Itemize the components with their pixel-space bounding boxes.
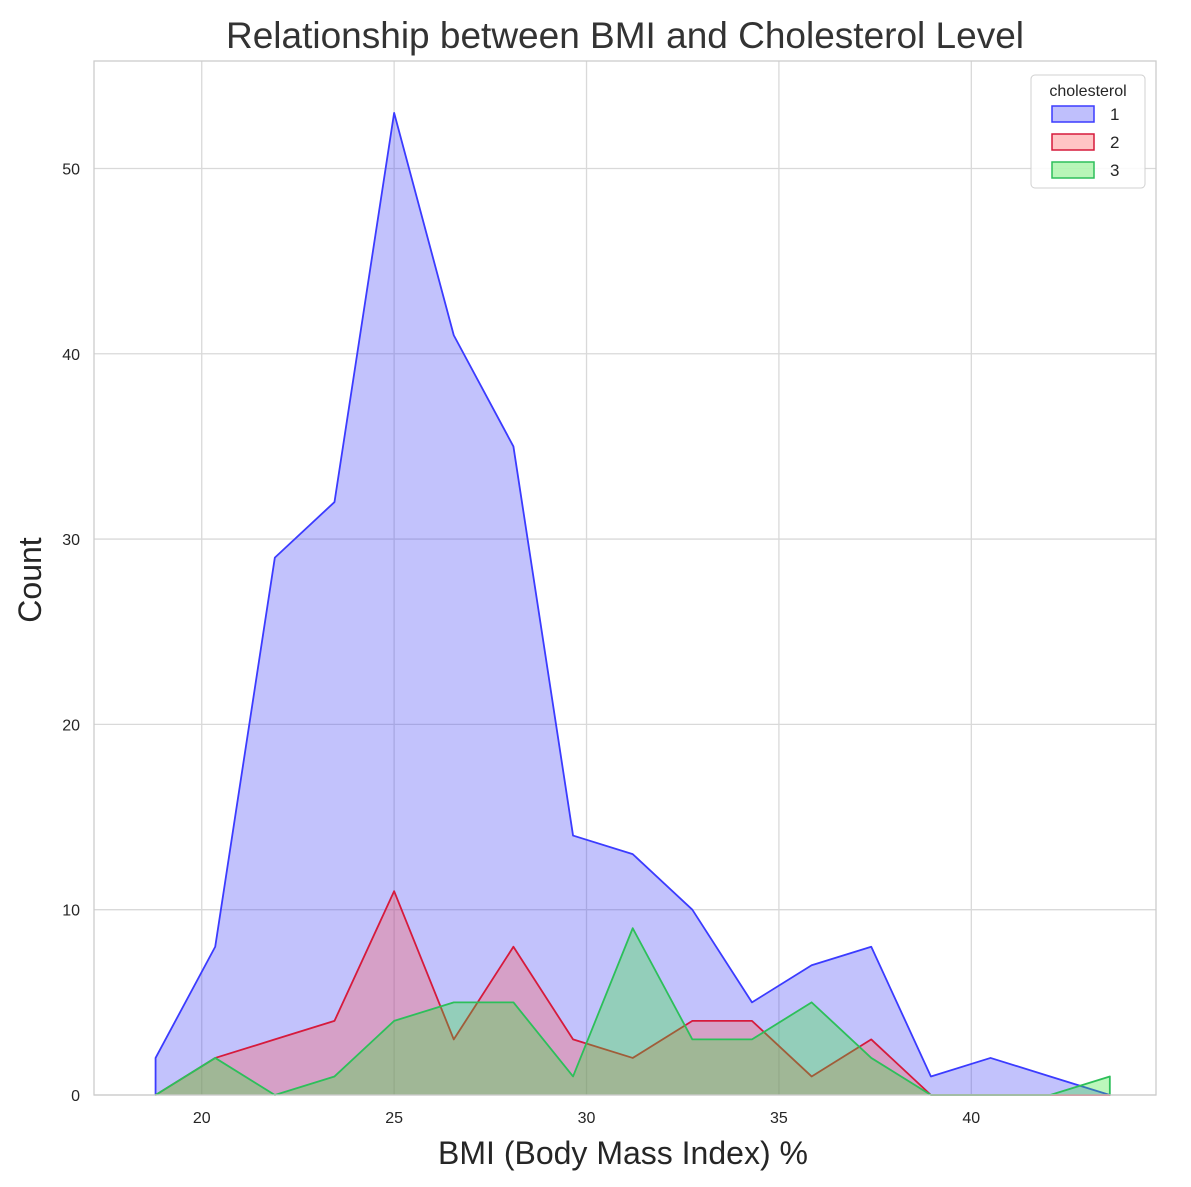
plot-frame [93, 60, 1157, 1096]
x-axis-label: BMI (Body Mass Index) % [438, 1135, 808, 1171]
legend-title: cholesterol [1049, 83, 1126, 100]
legend-swatch-1 [1051, 105, 1095, 123]
y-tick-label: 50 [62, 161, 80, 178]
x-tick-label: 30 [578, 1110, 596, 1127]
legend-swatch-2 [1051, 133, 1095, 151]
y-tick-label: 20 [62, 717, 80, 734]
series-1-line [154, 111, 1111, 1096]
series-3-area [155, 928, 1110, 1095]
legend: cholesterol 1 2 3 [1030, 74, 1146, 189]
x-tick-label: 25 [385, 1110, 403, 1127]
legend-swatch-3 [1051, 161, 1095, 179]
x-axis: 20 25 30 35 40 [193, 1110, 980, 1127]
plot-area [154, 111, 1111, 1096]
y-tick-label: 40 [62, 347, 80, 364]
y-tick-label: 0 [71, 1088, 80, 1105]
x-tick-label: 40 [962, 1110, 980, 1127]
legend-label-2: 2 [1110, 133, 1119, 152]
legend-label-1: 1 [1110, 105, 1119, 124]
y-tick-label: 30 [62, 532, 80, 549]
series-2-area [155, 891, 1110, 1095]
x-tick-label: 35 [770, 1110, 788, 1127]
chart-title: Relationship between BMI and Cholesterol… [226, 15, 1024, 56]
legend-box [1030, 74, 1146, 189]
legend-label-3: 3 [1110, 161, 1119, 180]
series-1-area [155, 112, 1110, 1095]
y-tick-label: 10 [62, 903, 80, 920]
y-axis: 0 10 20 30 40 50 [62, 161, 80, 1105]
x-tick-label: 20 [193, 1110, 211, 1127]
y-axis-label: Count [12, 537, 48, 623]
